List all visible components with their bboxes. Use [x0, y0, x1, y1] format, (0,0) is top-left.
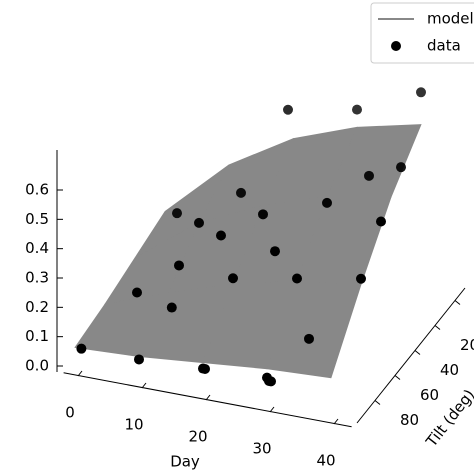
data-point — [396, 162, 406, 173]
data-point — [266, 376, 276, 387]
legend-label: model — [427, 10, 474, 28]
data-point — [352, 104, 362, 115]
y-tick-label: 40 — [440, 361, 459, 379]
data-point — [172, 208, 182, 219]
data-point — [270, 246, 280, 257]
legend-label: data — [427, 37, 461, 55]
y-tick — [374, 400, 381, 405]
data-point — [322, 197, 332, 208]
y-axis — [356, 287, 466, 424]
data-point — [76, 343, 87, 354]
data-point — [228, 273, 238, 284]
data-point — [166, 302, 177, 313]
z-tick-label: 0.5 — [25, 210, 49, 228]
data-point — [258, 209, 268, 220]
data-point — [194, 217, 204, 228]
legend: model data — [370, 2, 474, 64]
y-tick-label: 20 — [460, 336, 474, 354]
data-point — [416, 87, 426, 98]
data-point — [376, 216, 386, 227]
z-tick-label: 0.2 — [25, 298, 49, 316]
x-axis — [63, 372, 352, 428]
y-tick-label: 80 — [400, 411, 419, 429]
x-tick-label: 10 — [124, 416, 143, 434]
data-point — [283, 104, 293, 115]
data-point — [216, 230, 226, 241]
data-point — [364, 170, 374, 181]
data-point — [132, 287, 142, 298]
x-tick — [205, 394, 211, 401]
legend-marker — [391, 41, 401, 51]
z-tick-label: 0.0 — [25, 357, 49, 375]
z-tick-label: 0.4 — [25, 239, 49, 257]
surface-patch — [266, 281, 362, 379]
y-tick — [394, 375, 401, 380]
x-tick-label: 40 — [316, 452, 335, 470]
x-tick — [333, 418, 339, 425]
z-tick-label: 0.1 — [25, 327, 49, 345]
data-point — [134, 354, 144, 365]
y-tick — [434, 325, 441, 330]
x-tick — [141, 382, 147, 389]
data-point — [236, 187, 246, 198]
z-tick-label: 0.3 — [25, 269, 49, 287]
data-point — [304, 333, 314, 344]
x-axis-label: Day — [170, 453, 200, 471]
data-point — [200, 363, 210, 374]
x-tick-label: 0 — [65, 404, 75, 422]
y-tick — [414, 350, 421, 355]
x-tick-label: 20 — [188, 428, 207, 446]
y-tick — [454, 300, 461, 305]
data-point — [174, 260, 184, 271]
x-tick-label: 30 — [252, 440, 271, 458]
data-point — [356, 273, 366, 284]
x-tick — [77, 370, 83, 377]
x-tick — [269, 406, 275, 413]
y-tick-label: 60 — [420, 386, 439, 404]
data-point — [292, 273, 302, 284]
z-tick-label: 0.6 — [25, 181, 49, 199]
